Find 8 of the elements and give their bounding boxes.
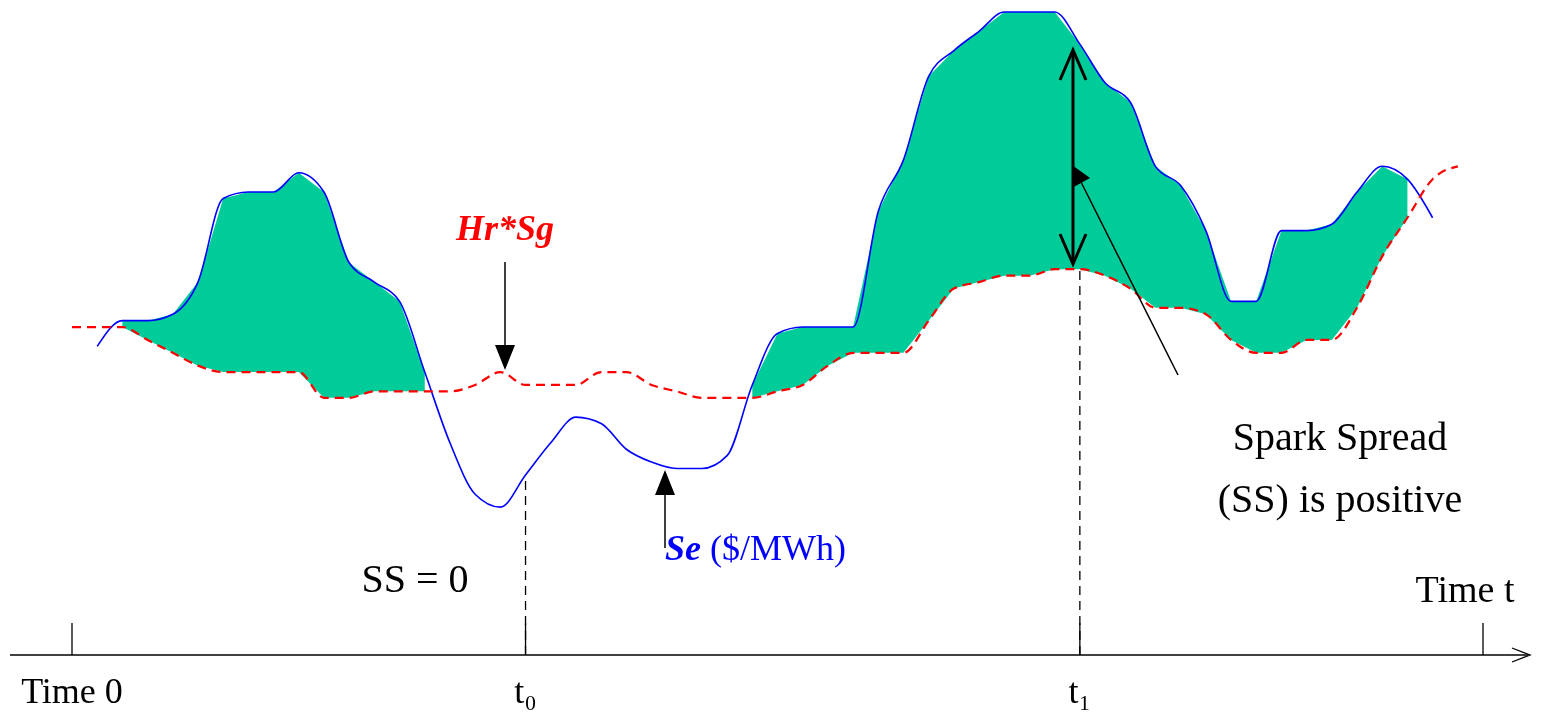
text: Hr*Sg <box>454 208 555 248</box>
annotation: Spark Spread (SS) is positive <box>1217 414 1463 521</box>
series-label: Se ($/MWh) <box>665 528 846 568</box>
x-tick-label: Time 0 <box>21 671 123 711</box>
x-tick-label: t₀ <box>514 671 537 711</box>
x-axis-title: Time t <box>1415 568 1515 610</box>
annotation: SS = 0 <box>361 556 469 601</box>
x-tick-label: t₁ <box>1068 671 1092 711</box>
